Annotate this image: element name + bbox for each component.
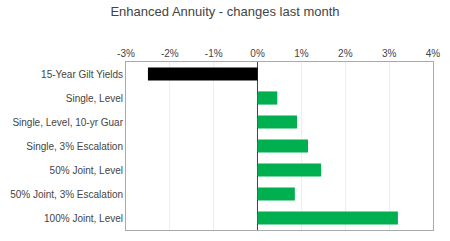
svg-text:0%: 0% bbox=[250, 48, 265, 59]
svg-text:50% Joint, 3% Escalation: 50% Joint, 3% Escalation bbox=[10, 189, 123, 200]
svg-text:3%: 3% bbox=[382, 48, 397, 59]
svg-text:100% Joint, Level: 100% Joint, Level bbox=[44, 213, 123, 224]
svg-text:2%: 2% bbox=[338, 48, 353, 59]
svg-text:Enhanced Annuity - changes las: Enhanced Annuity - changes last month bbox=[110, 4, 339, 19]
svg-text:Single, 3% Escalation: Single, 3% Escalation bbox=[26, 141, 123, 152]
svg-text:-2%: -2% bbox=[161, 48, 179, 59]
svg-text:Single, Level: Single, Level bbox=[66, 93, 123, 104]
svg-text:Single, Level, 10-yr Guar: Single, Level, 10-yr Guar bbox=[12, 117, 123, 128]
svg-text:50% Joint, Level: 50% Joint, Level bbox=[50, 165, 123, 176]
svg-text:15-Year Gilt Yields: 15-Year Gilt Yields bbox=[41, 69, 123, 80]
svg-text:1%: 1% bbox=[294, 48, 309, 59]
svg-text:-1%: -1% bbox=[205, 48, 223, 59]
svg-text:-3%: -3% bbox=[117, 48, 135, 59]
svg-text:4%: 4% bbox=[426, 48, 441, 59]
